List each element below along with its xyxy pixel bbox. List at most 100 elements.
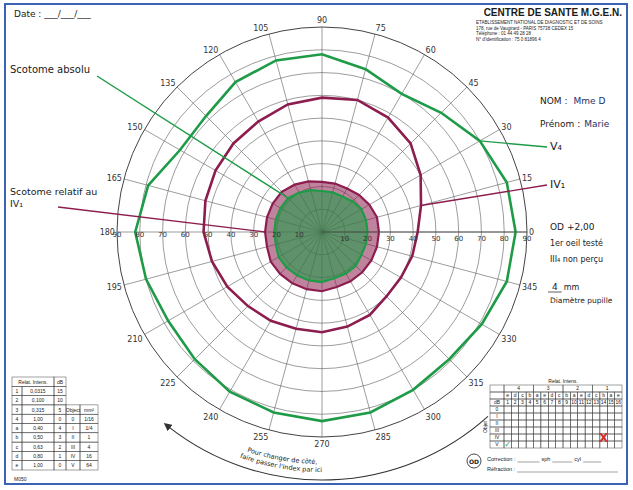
svg-text:Relat. Intens.: Relat. Intens.: [548, 378, 577, 384]
svg-text:Correction :: Correction :: [487, 456, 516, 462]
svg-text:cyl: cyl: [574, 456, 581, 462]
svg-text:70: 70: [158, 231, 167, 239]
svg-text:V: V: [495, 441, 499, 447]
svg-text:faire passer l'index par ici: faire passer l'index par ici: [239, 452, 322, 474]
svg-text:II: II: [496, 420, 499, 426]
svg-text:165: 165: [107, 174, 122, 183]
svg-text:dB: dB: [57, 379, 64, 385]
svg-text:I: I: [72, 425, 73, 431]
svg-text:1: 1: [606, 385, 609, 391]
svg-text:30: 30: [501, 123, 511, 132]
svg-text:OD: OD: [469, 458, 479, 465]
svg-text:255: 255: [253, 433, 268, 442]
svg-text:b: b: [528, 392, 531, 398]
svg-text:3: 3: [16, 407, 19, 413]
svg-text:4: 4: [88, 444, 91, 450]
svg-text:135: 135: [160, 79, 175, 88]
svg-text:b: b: [602, 392, 605, 398]
svg-text:Date : ___/___/___: Date : ___/___/___: [14, 9, 91, 19]
svg-text:ETABLISSEMENT NATIONAL DE DIAG: ETABLISSEMENT NATIONAL DE DIAGNOSTIC ET …: [476, 20, 603, 25]
svg-text:b: b: [16, 434, 19, 440]
svg-text:4: 4: [16, 416, 19, 422]
svg-text:270: 270: [314, 440, 329, 449]
svg-text:0,315: 0,315: [32, 407, 45, 413]
svg-text:1: 1: [506, 399, 509, 405]
svg-text:0: 0: [59, 416, 62, 422]
svg-text:e: e: [580, 392, 583, 398]
svg-text:75: 75: [376, 24, 386, 33]
svg-text:14: 14: [601, 399, 607, 405]
svg-text:e: e: [617, 392, 620, 398]
svg-text:90: 90: [523, 235, 532, 243]
svg-text:1er oeil testé: 1er oeil testé: [550, 238, 603, 248]
svg-text:III: III: [495, 427, 499, 433]
svg-text:345: 345: [522, 283, 537, 292]
svg-text:0: 0: [72, 416, 75, 422]
svg-text:II: II: [72, 434, 75, 440]
svg-text:mm²: mm²: [84, 407, 94, 413]
svg-text:2: 2: [16, 397, 19, 403]
svg-text:6: 6: [543, 399, 546, 405]
svg-text:195: 195: [107, 283, 122, 292]
svg-text:1,00: 1,00: [33, 462, 43, 468]
svg-text:IV₁: IV₁: [550, 178, 565, 191]
svg-text:15: 15: [57, 388, 63, 394]
svg-text:1: 1: [88, 434, 91, 440]
svg-text:50: 50: [204, 231, 213, 239]
svg-text:M050: M050: [14, 476, 27, 482]
svg-text:d: d: [514, 392, 517, 398]
svg-text:Diamètre pupille: Diamètre pupille: [550, 296, 613, 305]
svg-text:Prénom :: Prénom :: [540, 119, 580, 129]
svg-text:5: 5: [59, 407, 62, 413]
svg-text:4: 4: [517, 385, 520, 391]
svg-text:4: 4: [552, 282, 558, 292]
svg-text:90: 90: [113, 231, 122, 239]
svg-text:dB: dB: [494, 399, 501, 405]
svg-text:X: X: [599, 431, 609, 445]
svg-text:70: 70: [477, 235, 486, 243]
svg-text:20: 20: [272, 231, 281, 239]
svg-text:1: 1: [16, 388, 19, 394]
svg-text:0,80: 0,80: [33, 453, 43, 459]
svg-text:3: 3: [521, 399, 524, 405]
svg-text:4: 4: [528, 399, 531, 405]
svg-text:e: e: [506, 392, 509, 398]
svg-text:0,50: 0,50: [33, 434, 43, 440]
svg-text:Object: Object: [66, 407, 81, 413]
svg-text:330: 330: [501, 335, 516, 344]
svg-text:20: 20: [363, 235, 372, 243]
svg-text:15: 15: [522, 174, 532, 183]
svg-text:Téléphone : 01 44 49 28 28: Téléphone : 01 44 49 28 28: [476, 31, 532, 36]
svg-text:0,40: 0,40: [33, 425, 43, 431]
svg-text:45: 45: [468, 79, 478, 88]
svg-text:16: 16: [86, 453, 92, 459]
svg-text:0,100: 0,100: [32, 397, 45, 403]
svg-text:7: 7: [551, 399, 554, 405]
svg-text:11: 11: [579, 399, 584, 405]
svg-text:d: d: [551, 392, 554, 398]
svg-text:IV: IV: [495, 434, 500, 440]
svg-text:mm: mm: [564, 283, 580, 292]
svg-text:Réfraction :: Réfraction :: [487, 466, 516, 472]
svg-text:a: a: [610, 392, 613, 398]
svg-text:III: III: [71, 444, 75, 450]
svg-text:3: 3: [547, 385, 550, 391]
svg-text:60: 60: [426, 46, 436, 55]
svg-text:Mme D: Mme D: [573, 96, 605, 106]
svg-text:210: 210: [127, 335, 142, 344]
svg-text:Marie: Marie: [584, 119, 609, 129]
svg-text:150: 150: [127, 123, 142, 132]
svg-text:30: 30: [386, 235, 395, 243]
svg-text:e: e: [16, 462, 19, 468]
svg-text:13: 13: [593, 399, 599, 405]
svg-text:d: d: [16, 453, 19, 459]
svg-text:64: 64: [86, 462, 92, 468]
svg-text:V₄: V₄: [550, 140, 563, 153]
svg-text:40: 40: [226, 231, 235, 239]
svg-text:NOM :: NOM :: [540, 96, 567, 106]
svg-text:40: 40: [409, 235, 418, 243]
svg-text:225: 225: [160, 379, 175, 388]
svg-text:50: 50: [431, 235, 440, 243]
svg-text:c: c: [16, 444, 19, 450]
svg-text:0,63: 0,63: [33, 444, 43, 450]
